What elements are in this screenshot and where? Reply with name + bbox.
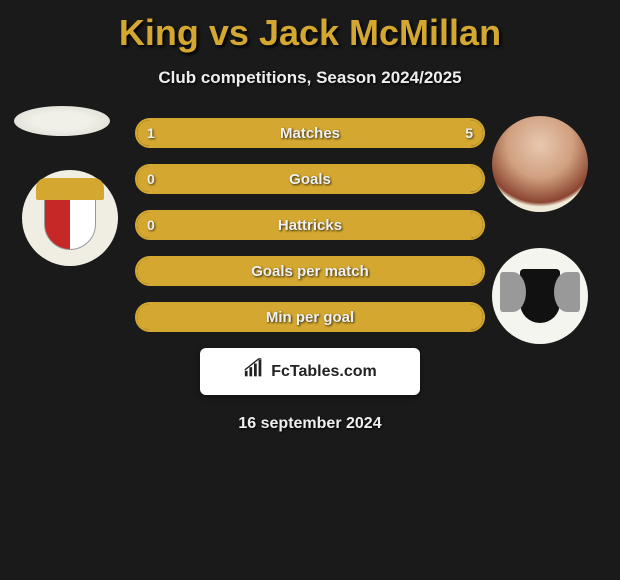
season-subtitle: Club competitions, Season 2024/2025 (0, 68, 620, 88)
stat-bar-goals: 0 Goals (135, 164, 485, 194)
stat-bar-min-per-goal: Min per goal (135, 302, 485, 332)
player-left-avatar (14, 106, 110, 136)
watermark-badge[interactable]: FcTables.com (200, 348, 420, 395)
watermark-text: FcTables.com (271, 363, 377, 381)
comparison-date: 16 september 2024 (0, 415, 620, 433)
stat-bar-goals-per-match: Goals per match (135, 256, 485, 286)
stat-value-right: 5 (465, 120, 473, 146)
stat-label: Hattricks (137, 212, 483, 238)
stat-bar-matches: 1 Matches 5 (135, 118, 485, 148)
stat-label: Goals per match (137, 258, 483, 284)
player-right-avatar (492, 116, 588, 212)
stat-label: Matches (137, 120, 483, 146)
page-title: King vs Jack McMillan (0, 0, 620, 54)
stat-bar-hattricks: 0 Hattricks (135, 210, 485, 240)
stat-label: Min per goal (137, 304, 483, 330)
comparison-area: 1 Matches 5 0 Goals 0 Hattricks Goals pe… (0, 118, 620, 332)
stat-bars: 1 Matches 5 0 Goals 0 Hattricks Goals pe… (135, 118, 485, 332)
player-right-club-crest (492, 248, 588, 344)
bar-chart-icon (243, 358, 265, 385)
stat-label: Goals (137, 166, 483, 192)
player-left-club-crest (22, 170, 118, 266)
